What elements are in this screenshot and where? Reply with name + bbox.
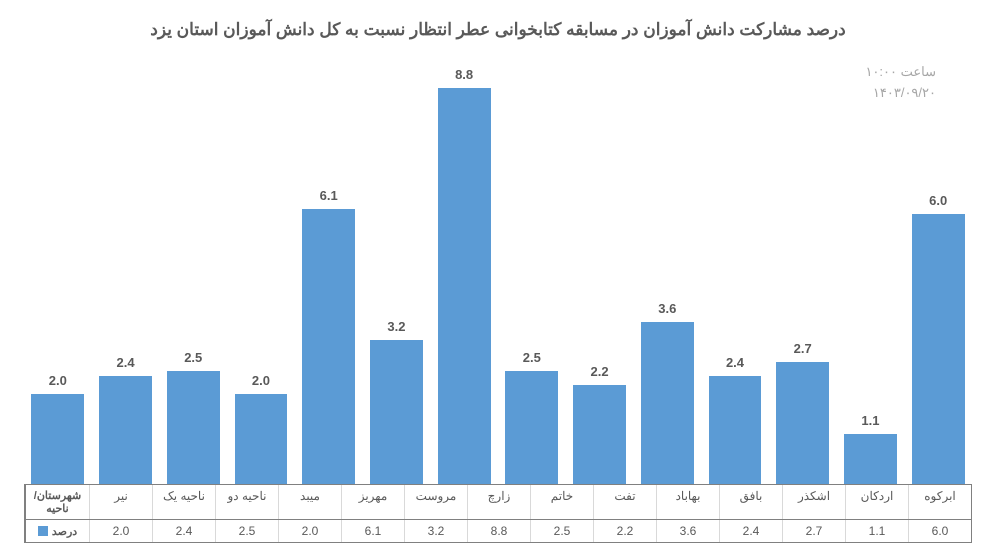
bar-value-label: 2.0 — [252, 373, 270, 388]
bar-value-label: 2.0 — [49, 373, 67, 388]
bar — [302, 209, 355, 484]
bars-row: 6.0 1.1 2.7 2.4 3.6 2.2 2.5 8.8 3.2 6.1 2.0 2.5 2.4 2… — [24, 56, 972, 485]
table-cell-category: تفت — [593, 485, 656, 519]
bar — [31, 394, 84, 484]
table-cell-value: 2.7 — [782, 520, 845, 542]
table-cell-value: 6.0 — [908, 520, 971, 542]
bar-value-label: 8.8 — [455, 67, 473, 82]
table-cell-value: 2.5 — [530, 520, 593, 542]
table-cell-category: ابرکوه — [908, 485, 971, 519]
bar-value-label: 2.4 — [116, 355, 134, 370]
bar-value-label: 2.2 — [591, 364, 609, 379]
table-cell-category: ناحیه یک — [152, 485, 215, 519]
bar — [167, 371, 220, 484]
table-cell-category: میبد — [278, 485, 341, 519]
table-cell-value: 3.6 — [656, 520, 719, 542]
bar-slot: 3.2 — [363, 56, 431, 484]
bar-slot: 1.1 — [837, 56, 905, 484]
table-cell-category: اشکذر — [782, 485, 845, 519]
bar-value-label: 2.5 — [523, 350, 541, 365]
row-header-value-text: درصد — [52, 525, 77, 538]
bar-value-label: 1.1 — [861, 413, 879, 428]
bar — [776, 362, 829, 484]
bar — [438, 88, 491, 484]
table-cell-category: اردکان — [845, 485, 908, 519]
table-cell-category: مهریز — [341, 485, 404, 519]
bar-slot: 6.0 — [904, 56, 972, 484]
bar-slot: 2.5 — [159, 56, 227, 484]
table-cell-value: 3.2 — [404, 520, 467, 542]
bar — [912, 214, 965, 484]
bar-slot: 3.6 — [633, 56, 701, 484]
bar-value-label: 2.7 — [794, 341, 812, 356]
table-cell-category: بافق — [719, 485, 782, 519]
bar-value-label: 2.5 — [184, 350, 202, 365]
table-row-categories: ابرکوهاردکاناشکذربافقبهابادتفتخاتمزارچمر… — [24, 484, 972, 520]
bar — [844, 434, 897, 484]
table-cell-category: مروست — [404, 485, 467, 519]
chart-title: درصد مشارکت دانش آموزان در مسابقه کتابخو… — [18, 20, 978, 40]
bar-value-label: 6.0 — [929, 193, 947, 208]
chart-container: درصد مشارکت دانش آموزان در مسابقه کتابخو… — [0, 0, 996, 557]
bar-value-label: 3.2 — [387, 319, 405, 334]
table-cell-category: خاتم — [530, 485, 593, 519]
table-cell-value: 1.1 — [845, 520, 908, 542]
legend-square-icon — [38, 526, 48, 536]
bar-value-label: 6.1 — [320, 188, 338, 203]
table-cell-value: 2.0 — [278, 520, 341, 542]
table-cell-value: 2.5 — [215, 520, 278, 542]
bar-slot: 6.1 — [295, 56, 363, 484]
table-cell-value: 2.4 — [152, 520, 215, 542]
data-table: ابرکوهاردکاناشکذربافقبهابادتفتخاتمزارچمر… — [24, 484, 972, 543]
bar-slot: 2.4 — [701, 56, 769, 484]
bar-slot: 2.0 — [24, 56, 92, 484]
table-cell-category: بهاباد — [656, 485, 719, 519]
bar — [235, 394, 288, 484]
table-row-values: 6.01.12.72.43.62.22.58.83.26.12.02.52.42… — [24, 520, 972, 543]
bar-slot: 2.2 — [566, 56, 634, 484]
bar — [505, 371, 558, 484]
table-cell-category: نیر — [89, 485, 152, 519]
table-cell-value: 2.2 — [593, 520, 656, 542]
bar — [709, 376, 762, 484]
table-cell-value: 6.1 — [341, 520, 404, 542]
bar — [370, 340, 423, 484]
table-cell-value: 8.8 — [467, 520, 530, 542]
table-cell-category: ناحیه دو — [215, 485, 278, 519]
bar-slot: 2.0 — [227, 56, 295, 484]
row-header-value: درصد — [25, 520, 89, 542]
bar-slot: 2.5 — [498, 56, 566, 484]
bar-slot: 2.7 — [769, 56, 837, 484]
bar-value-label: 2.4 — [726, 355, 744, 370]
bar-value-label: 3.6 — [658, 301, 676, 316]
bar-slot: 2.4 — [92, 56, 160, 484]
bar-slot: 8.8 — [430, 56, 498, 484]
plot-area: 6.0 1.1 2.7 2.4 3.6 2.2 2.5 8.8 3.2 6.1 2.0 2.5 2.4 2… — [24, 56, 972, 485]
bar — [641, 322, 694, 484]
table-cell-category: زارچ — [467, 485, 530, 519]
bar — [573, 385, 626, 484]
bar — [99, 376, 152, 484]
table-cell-value: 2.0 — [89, 520, 152, 542]
table-cell-value: 2.4 — [719, 520, 782, 542]
row-header-category: شهرستان/ناحیه — [25, 485, 89, 519]
